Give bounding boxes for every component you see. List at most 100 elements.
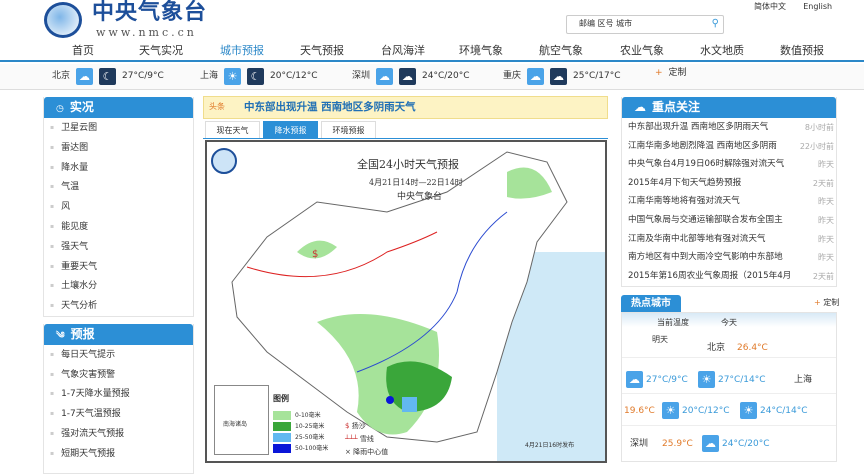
news-title[interactable]: 2015年4月下旬天气趋势预报 — [628, 177, 742, 188]
moon-icon: ☾ — [247, 68, 265, 85]
cloud-icon: ☁ — [399, 68, 417, 85]
logo-url: www.nmc.cn — [96, 26, 197, 39]
map-issued: 4月21日16时发布 — [525, 442, 575, 449]
news-title[interactable]: 2015年第16周农业气象周报（2015年4月 — [628, 270, 792, 281]
focus-header: ☁ 重点关注 — [622, 97, 836, 118]
focus-news-item[interactable]: 中东部出现升温 西南地区多阴雨天气 8小时前 — [628, 122, 834, 133]
city-bar-item[interactable]: 北京 ☁ ☾ 27°C/9°C — [52, 68, 164, 85]
city-name: 深圳 — [352, 71, 371, 82]
hot-custom-button[interactable]: + 定制 — [814, 298, 840, 307]
news-title[interactable]: 江南及华南中北部等地有强对流天气 — [628, 233, 766, 244]
headline-bar[interactable]: 头条 中东部出现升温 西南地区多阴雨天气 — [203, 96, 608, 119]
moon-icon: ☾ — [99, 68, 117, 85]
city-temp: 25°C/17°C — [573, 71, 621, 82]
sidebar-item[interactable]: 土壤水分 — [50, 281, 97, 292]
news-time: 昨天 — [818, 234, 834, 244]
city-name[interactable]: 北京 — [707, 343, 726, 353]
sidebar-item[interactable]: 短期天气预报 — [50, 449, 115, 460]
symbol-legend: $ 扬沙 ┴┴┴ 雪线 × 降雨中心值 — [345, 422, 389, 456]
lang-chinese[interactable]: 简体中文 — [754, 2, 786, 11]
snow-line — [246, 231, 438, 278]
nav-forecast[interactable]: 天气预报 — [300, 44, 344, 57]
sidebar-item[interactable]: 重要天气 — [50, 262, 97, 273]
sidebar-item[interactable]: 卫星云图 — [50, 123, 97, 134]
custom-label: 定制 — [668, 68, 687, 78]
legend-item: 25-50毫米 — [273, 432, 328, 443]
nav-environment[interactable]: 环境气象 — [459, 44, 503, 57]
news-time: 昨天 — [818, 216, 834, 225]
headline-text[interactable]: 中东部出现升温 西南地区多阴雨天气 — [244, 101, 416, 113]
south-china-sea-inset: 南海诸岛 — [214, 385, 269, 455]
focus-news-item[interactable]: 中央气象台4月19日06时解除强对流天气 昨天 — [628, 159, 834, 170]
lang-english[interactable]: English — [803, 2, 833, 11]
cloudy-icon: ☁ — [626, 371, 643, 388]
nav-live[interactable]: 天气实况 — [139, 44, 183, 57]
hot-cities-tab[interactable]: 热点城市 — [621, 295, 681, 312]
news-title[interactable]: 中央气象台4月19日06时解除强对流天气 — [628, 159, 785, 170]
city-bar: 北京 ☁ ☾ 27°C/9°C 上海 ☀ ☾ 20°C/12°C 深圳 ☁ ☁ 24°C/20°C… — [0, 64, 864, 90]
city-bar-item[interactable]: 上海 ☀ ☾ 20°C/12°C — [200, 68, 318, 85]
focus-news-item[interactable]: 江南及华南中北部等地有强对流天气 昨天 — [628, 234, 834, 245]
sidebar-item[interactable]: 能见度 — [50, 222, 88, 233]
legend-item: 0-10毫米 — [273, 410, 328, 421]
news-time: 昨天 — [818, 197, 834, 207]
city-temp: 27°C/9°C — [122, 71, 164, 82]
sea-area — [497, 322, 605, 461]
news-title[interactable]: 江南华南多地剧烈降温 西南地区多阴雨 — [628, 140, 777, 151]
sidebar-item[interactable]: 强对流天气预报 — [50, 429, 124, 440]
nav-home[interactable]: 首页 — [72, 44, 94, 57]
search-input[interactable]: 邮编 区号 城市 ⚲ — [566, 15, 724, 34]
focus-news-item[interactable]: 中国气象局与交通运输部联合发布全国主 昨天 — [628, 215, 834, 226]
focus-news-item[interactable]: 江南华南多地剧烈降温 西南地区多阴雨 22小时前 — [628, 141, 834, 152]
sidebar-item[interactable]: 气象灾害预警 — [50, 370, 115, 381]
col-tomorrow: 明天 — [652, 335, 668, 344]
current-temp: 25.9°C — [662, 439, 693, 449]
china-outline — [231, 151, 568, 443]
city-bar-item[interactable]: 重庆 ☁ ☁ 25°C/17°C — [503, 68, 621, 85]
focus-news-item[interactable]: 南方地区有中到大雨冷空气影响中东部地 昨天 — [628, 252, 834, 263]
sidebar-item[interactable]: 强天气 — [50, 242, 88, 253]
sidebar-item[interactable]: 天气分析 — [50, 301, 97, 312]
sidebar-item[interactable]: 1-7天降水量预报 — [50, 389, 130, 400]
tab-environment[interactable]: 环境预报 — [321, 121, 376, 138]
nav-agriculture[interactable]: 农业气象 — [620, 44, 664, 57]
nav-typhoon[interactable]: 台风海洋 — [381, 44, 425, 57]
sidebar-item[interactable]: 雷达图 — [50, 143, 88, 154]
news-title[interactable]: 中国气象局与交通运输部联合发布全国主 — [628, 215, 783, 225]
focus-news-item[interactable]: 江南华南等地将有强对流天气 昨天 — [628, 196, 834, 207]
city-temp: 20°C/12°C — [270, 71, 318, 82]
focus-news-item[interactable]: 2015年第16周农业气象周报（2015年4月 2天前 — [628, 271, 834, 282]
city-name[interactable]: 深圳 — [630, 439, 649, 449]
legend-item: 50-100毫米 — [273, 443, 328, 454]
legend-item: 10-25毫米 — [273, 421, 328, 432]
focus-news-item[interactable]: 2015年4月下旬天气趋势预报 2天前 — [628, 178, 834, 189]
river — [356, 211, 508, 373]
news-title[interactable]: 中东部出现升温 西南地区多阴雨天气 — [628, 122, 769, 132]
city-bar-custom-button[interactable]: + 定制 — [655, 68, 687, 79]
sidebar-item[interactable]: 1-7天气温预报 — [50, 409, 121, 420]
sidebar-item[interactable]: 风 — [50, 202, 70, 213]
news-title[interactable]: 江南华南等地将有强对流天气 — [628, 196, 740, 207]
city-bar-item[interactable]: 深圳 ☁ ☁ 24°C/20°C — [352, 68, 470, 85]
map-legend: 0-10毫米 10-25毫米 25-50毫米 50-100毫米 — [273, 410, 328, 454]
live-header: ◷ 实况 — [44, 97, 193, 118]
tab-precipitation[interactable]: 降水预报 — [263, 121, 318, 138]
sidebar-item[interactable]: 每日天气提示 — [50, 350, 115, 361]
city-temp: 24°C/20°C — [422, 71, 470, 82]
nav-hydrology[interactable]: 水文地质 — [700, 44, 744, 57]
news-title[interactable]: 南方地区有中到大雨冷空气影响中东部地 — [628, 252, 783, 263]
sidebar-item[interactable]: 降水量 — [50, 163, 88, 174]
cloud-icon: ☁ — [376, 68, 394, 85]
search-icon[interactable]: ⚲ — [711, 18, 719, 29]
nav-numerical[interactable]: 数值预报 — [780, 44, 824, 57]
tab-current-weather[interactable]: 现在天气 — [205, 121, 260, 138]
sidebar-item[interactable]: 气温 — [50, 182, 79, 193]
city-name: 重庆 — [503, 71, 522, 82]
focus-panel: ☁ 重点关注 — [621, 97, 837, 287]
col-today: 今天 — [721, 318, 737, 327]
rain-area-heavy — [402, 397, 417, 412]
nav-aviation[interactable]: 航空气象 — [539, 44, 583, 57]
cloud-icon: ☁ — [550, 68, 568, 85]
nav-city-forecast[interactable]: 城市预报 — [220, 44, 264, 57]
city-name[interactable]: 上海 — [794, 375, 813, 385]
